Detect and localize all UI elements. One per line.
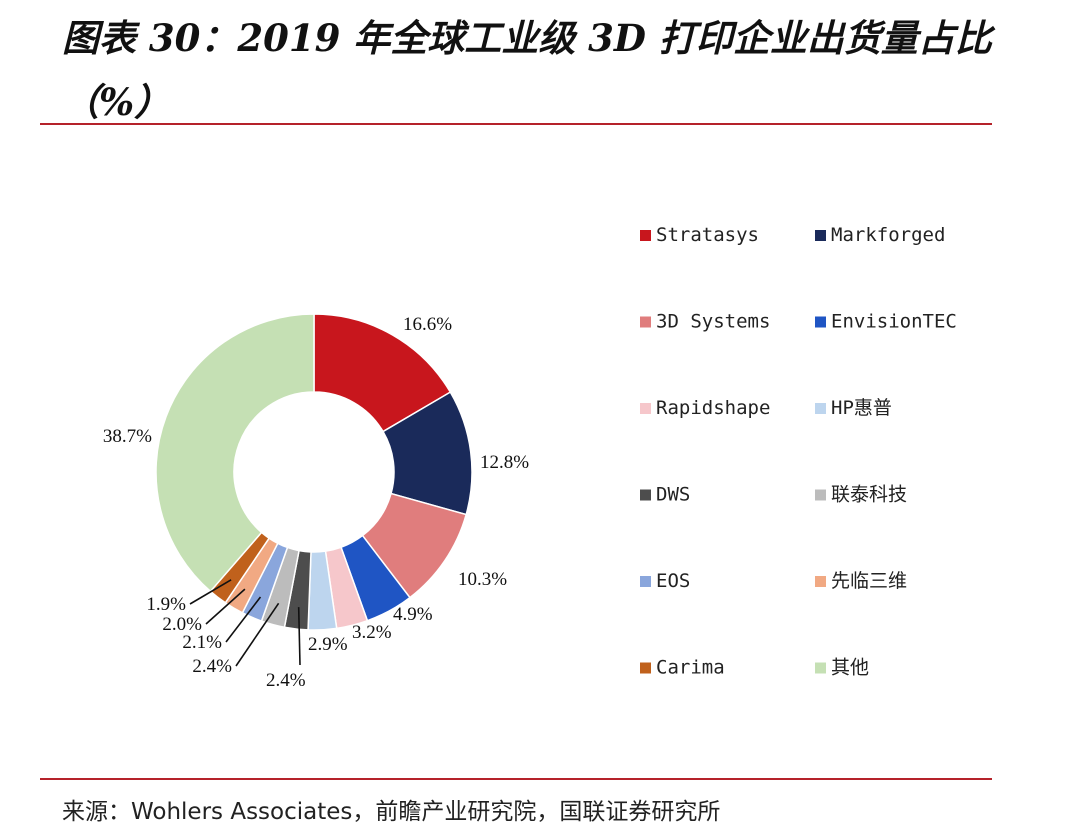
value-label-4: 3.2% — [352, 622, 392, 643]
value-label-9: 2.0% — [162, 614, 202, 635]
leader-line-8 — [225, 596, 262, 643]
legend-label-3: EnvisionTEC — [831, 311, 957, 333]
title-divider — [40, 123, 992, 125]
slice-11 — [155, 313, 315, 593]
legend-swatch-5 — [815, 403, 826, 414]
legend-swatch-8 — [640, 576, 651, 587]
value-label-2: 10.3% — [458, 569, 507, 590]
source-note: 来源：Wohlers Associates，前瞻产业研究院，国联证券研究所 — [62, 799, 721, 825]
chart-title: 图表 30：2019 年全球工业级 3D 打印企业出货量占比（%） — [62, 16, 992, 124]
value-label-6: 2.4% — [266, 670, 306, 691]
legend-label-2: 3D Systems — [656, 311, 770, 333]
leader-line-10 — [189, 579, 232, 605]
leader-line-7 — [235, 602, 280, 667]
legend-swatch-3 — [815, 316, 826, 328]
legend-label-9: 先临三维 — [831, 570, 907, 592]
legend-swatch-4 — [640, 403, 651, 414]
legend-swatch-9 — [815, 576, 826, 587]
donut-slices — [155, 313, 473, 631]
legend-label-5: HP惠普 — [831, 397, 892, 419]
legend-swatch-0 — [640, 230, 651, 241]
legend-label-0: Stratasys — [656, 224, 759, 246]
legend-label-4: Rapidshape — [656, 397, 770, 419]
legend-swatch-1 — [815, 230, 826, 241]
value-label-1: 12.8% — [480, 452, 529, 473]
legend-swatch-2 — [640, 316, 651, 328]
value-label-8: 2.1% — [182, 632, 222, 653]
value-label-3: 4.9% — [393, 604, 433, 625]
percent-labels: 16.6%12.8%10.3%4.9%3.2%2.9%2.4%2.4%2.1%2… — [103, 314, 529, 691]
legend-label-11: 其他 — [831, 657, 869, 679]
value-label-0: 16.6% — [403, 314, 452, 335]
source-divider — [40, 778, 992, 780]
legend-swatch-10 — [640, 662, 651, 674]
value-label-10: 1.9% — [146, 594, 186, 615]
legend-label-7: 联泰科技 — [831, 484, 907, 506]
legend-label-6: DWS — [656, 484, 690, 506]
value-label-7: 2.4% — [192, 656, 232, 677]
leader-line-6 — [297, 607, 301, 666]
legend-label-10: Carima — [656, 657, 725, 679]
legend: Stratasys Markforged 3D Systems EnvisionTEC… — [640, 224, 957, 679]
leader-lines — [189, 579, 301, 667]
value-label-11: 38.7% — [103, 426, 152, 447]
legend-swatch-11 — [815, 662, 826, 674]
legend-swatch-7 — [815, 489, 826, 501]
leader-line-9 — [205, 588, 246, 625]
legend-swatch-6 — [640, 489, 651, 501]
legend-label-8: EOS — [656, 570, 690, 592]
value-label-5: 2.9% — [308, 634, 348, 655]
legend-label-1: Markforged — [831, 224, 945, 246]
